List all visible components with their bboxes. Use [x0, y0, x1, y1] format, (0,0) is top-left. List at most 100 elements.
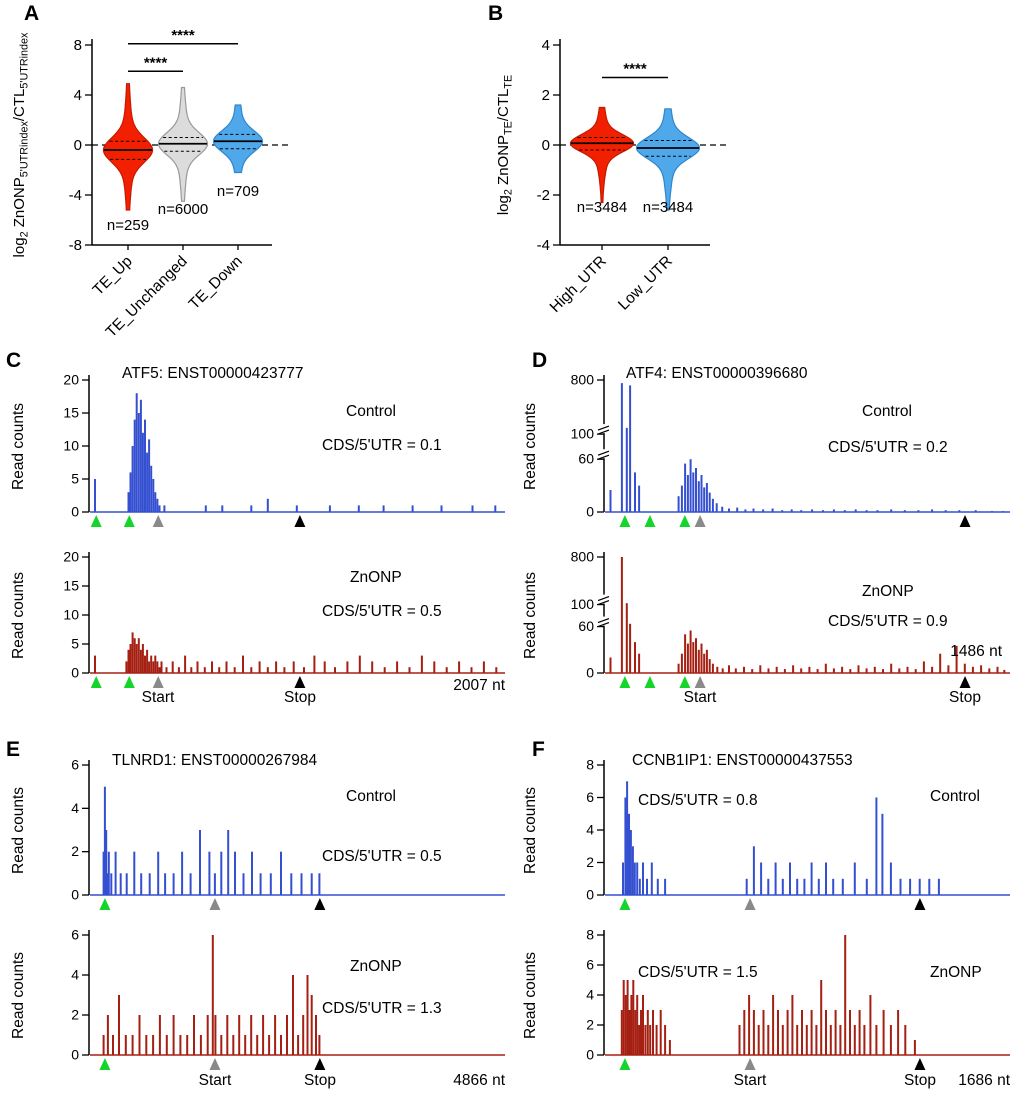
panel-f-title: CCNB1IP1: ENST00000437553 [632, 752, 853, 769]
svg-text:****: **** [144, 54, 168, 71]
panel-d-track2-ylabel: Read counts [522, 571, 539, 659]
panel-e-start-label: Start [198, 1072, 232, 1089]
svg-text:0: 0 [542, 137, 550, 154]
svg-text:6: 6 [586, 957, 594, 973]
svg-text:TE_Up: TE_Up [90, 253, 136, 299]
svg-text:0: 0 [71, 504, 79, 520]
panel-c-letter: C [6, 349, 22, 372]
panel-d-track1-ratio: CDS/5'UTR = 0.2 [828, 439, 948, 456]
svg-text:15: 15 [63, 578, 79, 594]
panel-a-violin-plot: n=259TE_Upn=6000TE_Unchangedn=709TE_Down… [11, 27, 288, 341]
panel-e-title: TLNRD1: ENST00000267984 [112, 752, 318, 769]
svg-text:0: 0 [74, 137, 82, 154]
panel-a: n=259 TE_Up n=6000 TE_Unchanged n=709 TE_Down… [0, 0, 480, 341]
panel-b-letter: B [488, 2, 504, 25]
svg-text:n=259: n=259 [107, 217, 149, 234]
svg-text:6: 6 [71, 757, 79, 773]
panel-e: 0 2 4 6 0 2 4 6 E TLNRD1: ENST00000267984 Read … [0, 730, 510, 1107]
panel-f-letter: F [532, 738, 545, 761]
svg-text:0: 0 [71, 665, 79, 681]
svg-text:800: 800 [571, 372, 595, 388]
svg-text:0: 0 [586, 887, 594, 903]
panel-d-track2-name: ZnONP [862, 583, 914, 600]
panel-e-length-label: 4866 nt [453, 1072, 505, 1089]
svg-text:60: 60 [578, 618, 594, 634]
panel-f-stop-label: Stop [904, 1072, 936, 1089]
svg-text:n=709: n=709 [217, 183, 259, 200]
svg-text:0: 0 [71, 887, 79, 903]
svg-text:6: 6 [586, 789, 594, 805]
svg-text:4: 4 [71, 967, 79, 983]
svg-text:20: 20 [63, 549, 79, 565]
svg-text:****: **** [623, 61, 647, 78]
panel-c-track1-name: Control [346, 403, 396, 420]
svg-text:10: 10 [63, 438, 79, 454]
panel-f-start-label: Start [733, 1072, 767, 1089]
panel-e-letter: E [6, 738, 21, 761]
panel-c-track2-name: ZnONP [350, 569, 402, 586]
panel-c-track2-ylabel: Read counts [10, 571, 27, 659]
panel-e-track2-ratio: CDS/5'UTR = 1.3 [322, 1000, 442, 1017]
panel-f-track1-ylabel: Read counts [522, 786, 539, 874]
svg-text:4: 4 [586, 987, 594, 1003]
panel-e-track1-ratio: CDS/5'UTR = 0.5 [322, 848, 442, 865]
svg-text:6: 6 [71, 927, 79, 943]
panel-d-stop-label: Stop [949, 689, 981, 706]
panel-d-length-label: 1486 nt [950, 643, 1002, 660]
svg-text:20: 20 [63, 372, 79, 388]
svg-text:5: 5 [71, 471, 79, 487]
panel-c-read-tracks: 0 5 10 15 20 0 5 10 15 20 [63, 372, 505, 688]
svg-text:High_UTR: High_UTR [547, 253, 610, 316]
svg-text:60: 60 [578, 451, 594, 467]
svg-text:0: 0 [586, 665, 594, 681]
svg-text:log2 ZnONP5'UTRindex/CTL5'UTRi: log2 ZnONP5'UTRindex/CTL5'UTRindex [11, 32, 31, 257]
panel-d: 0 60 100 800 0 60 100 800 D ATF4: ENST000003966… [510, 345, 1020, 730]
panel-d-track1-ylabel: Read counts [522, 402, 539, 490]
svg-text:4: 4 [542, 37, 550, 54]
panel-d-start-label: Start [683, 689, 717, 706]
panel-e-stop-label: Stop [304, 1072, 336, 1089]
svg-text:100: 100 [571, 596, 595, 612]
svg-text:2: 2 [71, 843, 79, 859]
svg-text:800: 800 [571, 549, 595, 565]
svg-text:-4: -4 [537, 237, 550, 254]
svg-text:2: 2 [586, 854, 594, 870]
svg-text:15: 15 [63, 405, 79, 421]
panel-f-track2-ratio: CDS/5'UTR = 1.5 [638, 964, 758, 981]
svg-text:n=3484: n=3484 [577, 199, 627, 216]
svg-text:0: 0 [71, 1047, 79, 1063]
panel-f-track1-name: Control [930, 788, 980, 805]
svg-text:100: 100 [571, 426, 595, 442]
panel-e-track2-ylabel: Read counts [10, 951, 27, 1039]
panel-e-track1-ylabel: Read counts [10, 786, 27, 874]
svg-text:-2: -2 [537, 187, 550, 204]
svg-text:4: 4 [74, 87, 82, 104]
svg-text:n=6000: n=6000 [158, 201, 208, 218]
panel-f-track2-ylabel: Read counts [522, 951, 539, 1039]
panel-b: n=3484 High_UTR n=3484 Low_UTR -4 -2 0 2 4 **** lo… [480, 0, 1020, 340]
svg-text:8: 8 [74, 37, 82, 54]
panel-c-start-label: Start [141, 689, 175, 706]
panel-e-read-tracks: 0 2 4 6 0 2 4 6 [71, 757, 505, 1070]
panel-d-track2-ratio: CDS/5'UTR = 0.9 [828, 613, 948, 630]
svg-text:4: 4 [71, 800, 79, 816]
svg-text:2: 2 [71, 1007, 79, 1023]
panel-f-track2-name: ZnONP [930, 964, 982, 981]
svg-text:****: **** [171, 27, 195, 44]
svg-text:0: 0 [586, 504, 594, 520]
panel-c: 0 5 10 15 20 0 5 10 15 20 C ATF5: ENST00000423777… [0, 345, 510, 730]
svg-text:-4: -4 [69, 187, 82, 204]
svg-text:5: 5 [71, 636, 79, 652]
panel-c-track1-ylabel: Read counts [10, 402, 27, 490]
panel-c-stop-label: Stop [284, 689, 316, 706]
panel-f-length-label: 1686 nt [958, 1072, 1010, 1089]
panel-f-track1-ratio: CDS/5'UTR = 0.8 [638, 792, 758, 809]
panel-d-track1-name: Control [862, 403, 912, 420]
svg-text:2: 2 [542, 87, 550, 104]
svg-text:Low_UTR: Low_UTR [615, 253, 676, 314]
svg-text:4: 4 [586, 822, 594, 838]
panel-d-read-tracks: 0 60 100 800 0 60 100 800 [571, 372, 1010, 688]
svg-text:-8: -8 [69, 237, 82, 254]
svg-text:2: 2 [586, 1017, 594, 1033]
